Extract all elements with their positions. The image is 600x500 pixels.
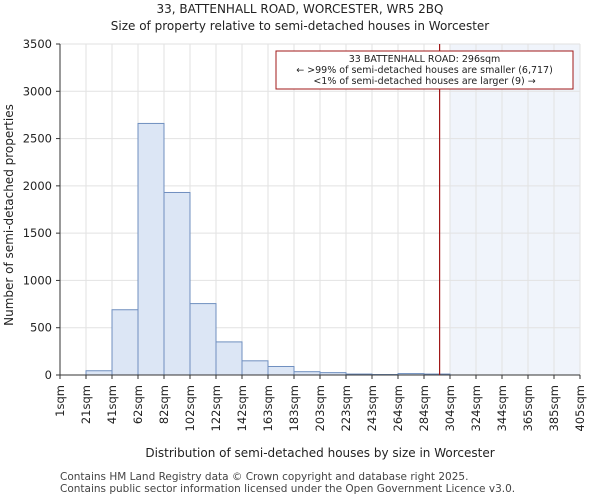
annotation-line: <1% of semi-detached houses are larger (… <box>313 76 535 87</box>
x-tick-label: 304sqm <box>443 385 457 431</box>
x-tick-label: 21sqm <box>79 385 93 424</box>
bar <box>215 341 243 376</box>
x-tick-label: 365sqm <box>521 385 535 431</box>
bar <box>267 365 295 376</box>
y-tick-label: 2000 <box>23 179 52 193</box>
x-tick-label: 62sqm <box>131 385 145 424</box>
x-tick-label: 405sqm <box>573 385 587 431</box>
bar <box>85 370 113 376</box>
y-tick-label: 500 <box>30 321 52 335</box>
x-tick-label: 243sqm <box>365 385 379 431</box>
x-tick-label: 203sqm <box>313 385 327 431</box>
footer-line-1: Contains HM Land Registry data © Crown c… <box>60 471 469 483</box>
annotation-box <box>275 50 574 90</box>
x-tick-label: 1sqm <box>53 385 67 417</box>
y-tick-label: 3000 <box>23 84 52 98</box>
footer-line-2: Contains public sector information licen… <box>60 483 516 495</box>
annotation-line: 33 BATTENHALL ROAD: 296sqm <box>349 54 501 65</box>
x-tick-label: 142sqm <box>235 385 249 431</box>
y-tick-label: 0 <box>45 368 52 382</box>
x-tick-label: 183sqm <box>287 385 301 431</box>
highlight-region <box>450 44 580 375</box>
y-axis-label: Number of semi-detached properties <box>2 104 16 326</box>
x-tick-label: 122sqm <box>209 385 223 431</box>
y-tick-label: 3500 <box>23 37 52 51</box>
bar <box>111 309 139 376</box>
x-tick-label: 264sqm <box>391 385 405 431</box>
y-tick-label: 1000 <box>23 273 52 287</box>
bar <box>241 360 269 376</box>
page-title: 33, BATTENHALL ROAD, WORCESTER, WR5 2BQ <box>156 2 444 16</box>
x-tick-label: 324sqm <box>469 385 483 431</box>
y-tick-label: 1500 <box>23 226 52 240</box>
x-tick-label: 344sqm <box>495 385 509 431</box>
x-axis-label: Distribution of semi-detached houses by … <box>145 446 494 460</box>
x-tick-label: 41sqm <box>105 385 119 424</box>
annotation-line: ← >99% of semi-detached houses are small… <box>296 65 553 76</box>
x-tick-label: 284sqm <box>417 385 431 431</box>
bar <box>189 303 217 376</box>
x-tick-label: 82sqm <box>157 385 171 424</box>
x-tick-label: 385sqm <box>547 385 561 431</box>
y-tick-label: 2500 <box>23 132 52 146</box>
bar <box>137 122 165 376</box>
x-tick-label: 223sqm <box>339 385 353 431</box>
x-tick-label: 102sqm <box>183 385 197 431</box>
chart-subtitle: Size of property relative to semi-detach… <box>110 19 490 33</box>
x-tick-label: 163sqm <box>261 385 275 431</box>
bar <box>163 191 191 376</box>
